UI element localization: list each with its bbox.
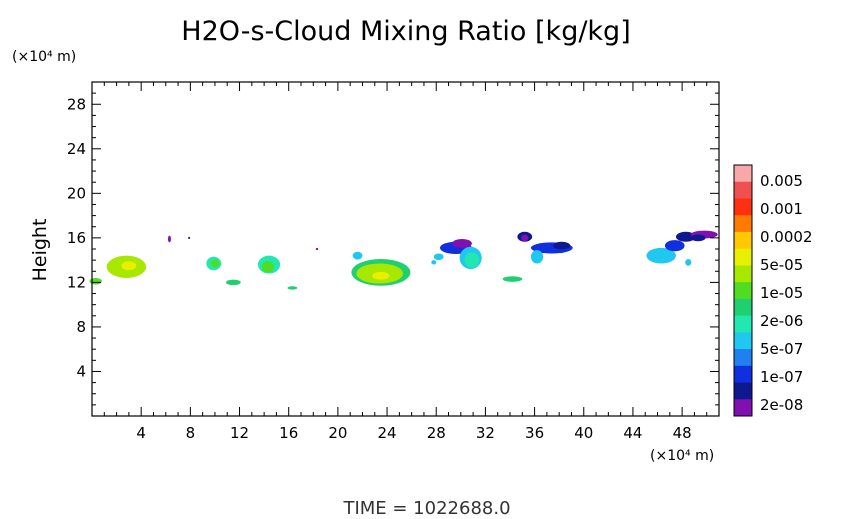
colorbar-swatch — [734, 248, 752, 266]
cloud-blob-3 — [167, 235, 171, 243]
colorbar-swatch — [734, 282, 752, 300]
y-tick-label: 4 — [76, 362, 86, 380]
colorbar-label: 2e-06 — [760, 312, 803, 330]
cloud-blob-29 — [664, 240, 685, 252]
cloud-blob-28 — [646, 247, 676, 264]
y-tick-label: 12 — [67, 273, 86, 291]
x-tick-label: 36 — [525, 424, 544, 442]
colorbar-swatch — [734, 181, 752, 199]
cloud-blob-32 — [690, 234, 706, 242]
cloud-blob-23 — [521, 234, 529, 242]
time-label: TIME = 1022688.0 — [342, 498, 510, 519]
y-tick-label: 24 — [67, 140, 86, 158]
colorbar-swatch — [734, 165, 752, 183]
colorbar-swatch — [734, 215, 752, 233]
y-tick-label: 16 — [67, 229, 86, 247]
cloud-blob-24 — [502, 276, 523, 282]
cloud-blob-4 — [188, 236, 191, 239]
chart-title: H2O-s-Cloud Mixing Ratio [kg/kg] — [181, 16, 630, 47]
colorbar-swatch — [734, 265, 752, 283]
colorbar-swatch — [734, 382, 752, 400]
y-axis-label: Height — [29, 219, 51, 282]
colorbar-label: 1e-05 — [760, 284, 803, 302]
cloud-blob-17 — [431, 260, 437, 265]
x-tick-label: 44 — [623, 424, 642, 442]
cloud-field — [89, 230, 718, 290]
plot-frame — [91, 81, 720, 417]
cloud-blob-15 — [372, 271, 390, 280]
cloud-blob-10 — [287, 286, 298, 290]
x-tick-label: 4 — [136, 424, 146, 442]
cloud-blob-19 — [452, 238, 472, 248]
cloud-blob-11 — [315, 247, 319, 251]
x-tick-label: 8 — [186, 424, 196, 442]
colorbar-label: 1e-07 — [760, 368, 803, 386]
y-axis-unit: (×10⁴ m) — [12, 49, 76, 65]
y-tick-label: 20 — [67, 184, 86, 202]
colorbar-label: 0.005 — [760, 172, 803, 190]
cloud-blob-16 — [433, 253, 444, 261]
cloud-blob-30 — [675, 231, 696, 242]
cloud-blob-21 — [464, 252, 480, 268]
colorbar-swatch — [734, 349, 752, 367]
x-tick-label: 48 — [673, 424, 692, 442]
colorbar-swatch — [734, 298, 752, 316]
colorbar-swatch — [734, 365, 752, 383]
x-tick-label: 40 — [574, 424, 593, 442]
cloud-blob-12 — [352, 251, 363, 260]
colorbar-label: 0.001 — [760, 200, 803, 218]
cloud-blob-26 — [530, 250, 544, 264]
colorbar-label: 0.0002 — [760, 228, 813, 246]
colorbar-swatch — [734, 231, 752, 250]
cloud-blob-7 — [226, 279, 241, 286]
x-tick-label: 28 — [427, 424, 446, 442]
colorbar-swatch — [734, 198, 752, 216]
cloud-blob-27 — [553, 241, 571, 250]
colorbar-label: 5e-07 — [760, 340, 803, 358]
cloud-blob-2 — [121, 261, 137, 271]
x-tick-label: 32 — [476, 424, 495, 442]
x-tick-label: 16 — [279, 424, 298, 442]
y-tick-label: 8 — [76, 318, 86, 336]
colorbar-label: 5e-05 — [760, 256, 803, 274]
cloud-blob-6 — [210, 259, 220, 268]
colorbar: 0.005 0.001 0.0002 5e-05 1e-05 2e-06 5e-07 1e-0… — [733, 164, 813, 417]
x-tick-label: 12 — [230, 424, 249, 442]
cloud-blob-0 — [89, 277, 102, 285]
colorbar-label: 2e-08 — [760, 396, 803, 414]
colorbar-swatch — [734, 315, 752, 333]
colorbar-swatch — [734, 332, 752, 350]
cloud-blob-9 — [261, 261, 274, 273]
y-tick-label: 28 — [67, 95, 86, 113]
x-tick-label: 20 — [328, 424, 347, 442]
colorbar-frame — [733, 164, 753, 417]
x-axis-unit: (×10⁴ m) — [650, 448, 714, 464]
x-tick-label: 24 — [378, 424, 397, 442]
colorbar-swatch — [734, 399, 752, 417]
cloud-blob-33 — [685, 259, 692, 266]
